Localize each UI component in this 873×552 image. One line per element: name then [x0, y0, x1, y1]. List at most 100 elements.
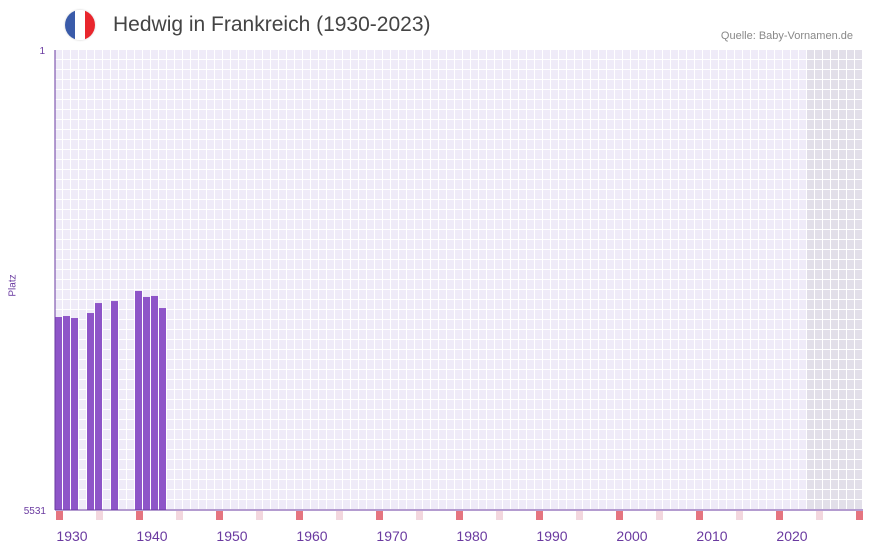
grid-cell	[207, 360, 214, 369]
grid-cell	[407, 70, 414, 79]
grid-cell	[703, 210, 710, 219]
grid-cell	[775, 160, 782, 169]
grid-cell	[263, 120, 270, 129]
grid-cell	[311, 280, 318, 289]
grid-cell	[327, 330, 334, 339]
grid-cell	[759, 70, 766, 79]
grid-cell	[519, 90, 526, 99]
grid-cell	[239, 480, 246, 489]
grid-cell	[471, 110, 478, 119]
y-tick-label: 5531	[24, 506, 47, 517]
grid-cell	[791, 110, 798, 119]
grid-cell	[167, 350, 174, 359]
grid-cell	[679, 160, 686, 169]
grid-cell	[111, 160, 118, 169]
grid-cell	[671, 420, 678, 429]
grid-cell	[471, 270, 478, 279]
grid-cell	[439, 260, 446, 269]
grid-cell	[479, 470, 486, 479]
grid-cell	[335, 450, 342, 459]
grid-cell	[823, 400, 830, 409]
grid-cell	[815, 80, 822, 89]
grid-cell	[295, 420, 302, 429]
grid-cell	[471, 250, 478, 259]
grid-cell	[391, 160, 398, 169]
grid-cell	[759, 420, 766, 429]
grid-cell	[671, 130, 678, 139]
grid-cell	[567, 350, 574, 359]
grid-cell	[343, 90, 350, 99]
grid-cell	[351, 80, 358, 89]
source-link[interactable]: Quelle: Baby-Vornamen.de	[720, 30, 853, 42]
grid-cell	[519, 410, 526, 419]
grid-cell	[543, 440, 550, 449]
grid-cell	[639, 160, 646, 169]
grid-cell	[791, 330, 798, 339]
grid-cell	[727, 340, 734, 349]
grid-cell	[287, 100, 294, 109]
grid-cell	[639, 180, 646, 189]
grid-cell	[287, 50, 294, 59]
grid-cell	[135, 240, 142, 249]
grid-cell	[159, 210, 166, 219]
grid-cell	[583, 490, 590, 499]
grid-cell	[119, 190, 126, 199]
grid-cell	[663, 310, 670, 319]
grid-cell	[119, 70, 126, 79]
grid-cell	[407, 370, 414, 379]
grid-cell	[271, 140, 278, 149]
grid-cell	[79, 250, 86, 259]
grid-cell	[719, 300, 726, 309]
grid-cell	[383, 90, 390, 99]
grid-cell	[599, 360, 606, 369]
grid-cell	[263, 180, 270, 189]
grid-cell	[279, 370, 286, 379]
grid-cell	[823, 90, 830, 99]
grid-cell	[599, 210, 606, 219]
grid-cell	[263, 500, 270, 509]
grid-cell	[855, 470, 862, 479]
grid-cell	[447, 250, 454, 259]
grid-cell	[343, 320, 350, 329]
grid-cell	[271, 300, 278, 309]
grid-cell	[343, 290, 350, 299]
grid-cell	[527, 140, 534, 149]
grid-cell	[183, 230, 190, 239]
grid-cell	[631, 460, 638, 469]
grid-cell	[679, 480, 686, 489]
grid-cell	[351, 500, 358, 509]
grid-cell	[119, 310, 126, 319]
grid-cell	[703, 250, 710, 259]
grid-cell	[551, 230, 558, 239]
grid-cell	[119, 120, 126, 129]
grid-cell	[535, 60, 542, 69]
grid-cell	[255, 320, 262, 329]
grid-cell	[583, 160, 590, 169]
grid-cell	[767, 250, 774, 259]
grid-cell	[127, 480, 134, 489]
grid-cell	[807, 370, 814, 379]
grid-cell	[519, 430, 526, 439]
grid-cell	[287, 160, 294, 169]
grid-cell	[775, 390, 782, 399]
grid-cell	[319, 290, 326, 299]
grid-cell	[551, 180, 558, 189]
grid-cell	[495, 370, 502, 379]
grid-cell	[471, 140, 478, 149]
grid-cell	[663, 110, 670, 119]
grid-cell	[103, 340, 110, 349]
grid-cell	[239, 390, 246, 399]
grid-cell	[647, 280, 654, 289]
grid-cell	[271, 270, 278, 279]
grid-cell	[447, 340, 454, 349]
grid-cell	[767, 360, 774, 369]
grid-cell	[711, 500, 718, 509]
grid-cell	[279, 110, 286, 119]
grid-cell	[167, 160, 174, 169]
grid-cell	[743, 380, 750, 389]
grid-cell	[839, 390, 846, 399]
grid-cell	[751, 430, 758, 439]
grid-cell	[487, 230, 494, 239]
grid-cell	[423, 60, 430, 69]
grid-cell	[671, 50, 678, 59]
